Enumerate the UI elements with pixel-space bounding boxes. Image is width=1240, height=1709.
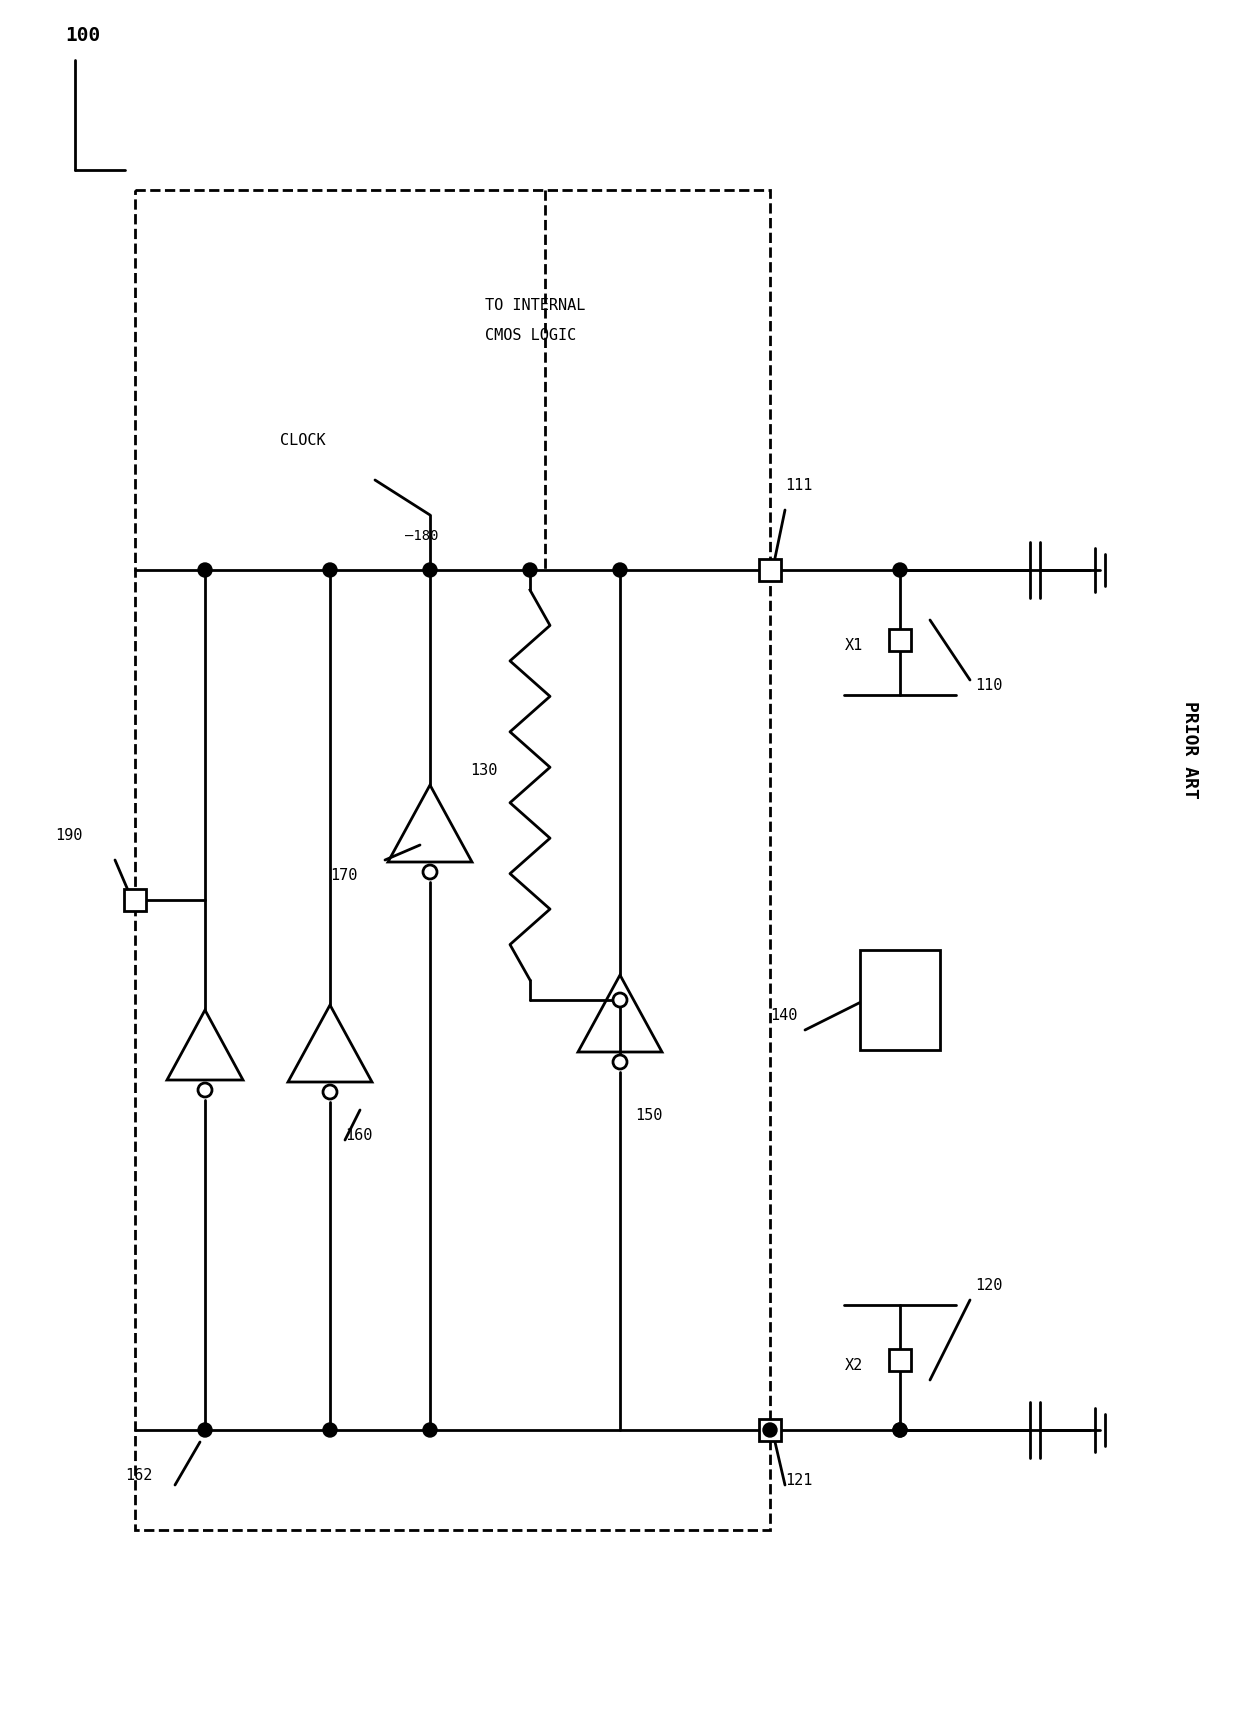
Text: 130: 130 [470, 762, 497, 778]
Text: X1: X1 [844, 637, 863, 653]
Circle shape [523, 562, 537, 578]
Circle shape [423, 1424, 436, 1437]
Circle shape [423, 865, 436, 878]
Bar [759, 1418, 781, 1441]
Text: 100: 100 [64, 26, 100, 44]
Circle shape [198, 1084, 212, 1097]
Bar [759, 559, 781, 581]
Text: 121: 121 [785, 1473, 812, 1489]
Bar [124, 889, 146, 911]
Circle shape [613, 1054, 627, 1070]
Circle shape [893, 1424, 906, 1437]
Text: 160: 160 [345, 1128, 372, 1143]
Text: 170: 170 [330, 868, 357, 884]
Text: CMOS LOGIC: CMOS LOGIC [485, 328, 577, 344]
Text: 120: 120 [975, 1278, 1002, 1294]
Text: 190: 190 [55, 827, 82, 843]
Circle shape [198, 562, 212, 578]
Circle shape [613, 993, 627, 1007]
Bar [889, 1348, 911, 1371]
Text: TO INTERNAL: TO INTERNAL [485, 297, 585, 313]
Circle shape [198, 1424, 212, 1437]
Text: X2: X2 [844, 1357, 863, 1372]
Circle shape [423, 562, 436, 578]
Circle shape [763, 1424, 777, 1437]
Circle shape [893, 562, 906, 578]
Circle shape [322, 1085, 337, 1099]
Circle shape [322, 562, 337, 578]
Bar [889, 629, 911, 651]
Text: 162: 162 [125, 1468, 153, 1483]
Text: 150: 150 [635, 1107, 662, 1123]
Circle shape [893, 1424, 906, 1437]
Bar [135, 190, 770, 1530]
Circle shape [613, 562, 627, 578]
Text: 140: 140 [770, 1008, 797, 1024]
Circle shape [322, 1424, 337, 1437]
Text: PRIOR ART: PRIOR ART [1180, 701, 1199, 798]
Text: —180: —180 [405, 530, 439, 543]
Text: CLOCK: CLOCK [280, 432, 326, 448]
Text: 111: 111 [785, 479, 812, 492]
Bar [861, 950, 940, 1049]
Text: 110: 110 [975, 678, 1002, 694]
